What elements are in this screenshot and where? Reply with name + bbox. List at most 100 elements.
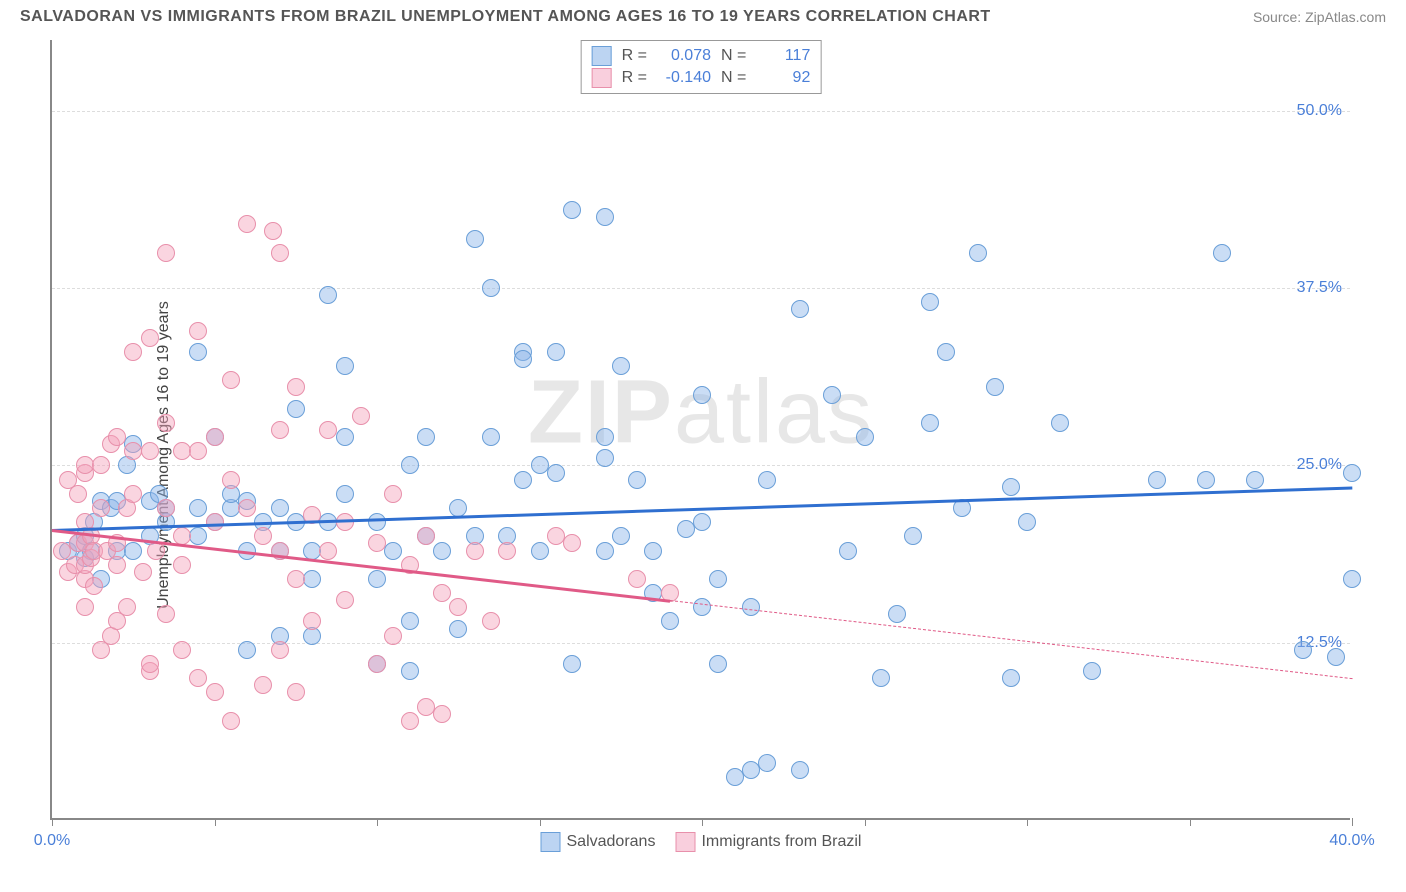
title-bar: SALVADORAN VS IMMIGRANTS FROM BRAZIL UNE… <box>0 0 1406 30</box>
scatter-point <box>466 230 484 248</box>
scatter-plot: ZIPatlas R = 0.078 N = 117 R = -0.140 N … <box>50 40 1350 820</box>
scatter-point <box>336 485 354 503</box>
scatter-point <box>449 499 467 517</box>
scatter-point <box>206 513 224 531</box>
scatter-point <box>791 761 809 779</box>
scatter-point <box>693 598 711 616</box>
scatter-point <box>124 485 142 503</box>
scatter-point <box>368 655 386 673</box>
scatter-point <box>173 641 191 659</box>
scatter-point <box>514 471 532 489</box>
x-tick <box>865 818 866 826</box>
scatter-point <box>547 464 565 482</box>
scatter-point <box>563 201 581 219</box>
bottom-legend: Salvadorans Immigrants from Brazil <box>541 832 862 852</box>
scatter-point <box>141 655 159 673</box>
scatter-point <box>709 570 727 588</box>
scatter-point <box>189 527 207 545</box>
gridline <box>52 288 1350 289</box>
scatter-point <box>118 598 136 616</box>
scatter-point <box>1294 641 1312 659</box>
scatter-point <box>433 584 451 602</box>
stats-swatch-1 <box>592 46 612 66</box>
scatter-point <box>758 471 776 489</box>
scatter-point <box>596 428 614 446</box>
scatter-point <box>124 343 142 361</box>
stats-row-1: R = 0.078 N = 117 <box>592 45 811 67</box>
scatter-point <box>482 612 500 630</box>
stats-row-2: R = -0.140 N = 92 <box>592 67 811 89</box>
scatter-point <box>303 570 321 588</box>
scatter-point <box>547 343 565 361</box>
scatter-point <box>433 542 451 560</box>
n-label-2: N = <box>721 69 746 87</box>
x-tick <box>215 818 216 826</box>
r-value-1: 0.078 <box>657 47 711 65</box>
legend-item-2: Immigrants from Brazil <box>675 832 861 852</box>
scatter-point <box>287 378 305 396</box>
scatter-point <box>134 563 152 581</box>
scatter-point <box>888 605 906 623</box>
scatter-point <box>85 577 103 595</box>
x-tick-label: 40.0% <box>1329 832 1374 850</box>
scatter-point <box>1197 471 1215 489</box>
scatter-point <box>287 570 305 588</box>
scatter-point <box>319 421 337 439</box>
scatter-point <box>271 421 289 439</box>
scatter-point <box>206 683 224 701</box>
gridline <box>52 465 1350 466</box>
scatter-point <box>141 442 159 460</box>
x-tick <box>702 818 703 826</box>
scatter-point <box>384 627 402 645</box>
scatter-point <box>482 279 500 297</box>
scatter-point <box>872 669 890 687</box>
scatter-point <box>108 556 126 574</box>
scatter-point <box>124 542 142 560</box>
legend-swatch-1 <box>541 832 561 852</box>
x-tick-label: 0.0% <box>34 832 70 850</box>
scatter-point <box>921 414 939 432</box>
scatter-point <box>352 407 370 425</box>
scatter-point <box>92 456 110 474</box>
scatter-point <box>482 428 500 446</box>
scatter-point <box>1213 244 1231 262</box>
scatter-point <box>563 534 581 552</box>
n-value-1: 117 <box>756 47 810 65</box>
scatter-point <box>287 683 305 701</box>
scatter-point <box>417 428 435 446</box>
scatter-point <box>449 598 467 616</box>
n-label: N = <box>721 47 746 65</box>
x-tick <box>52 818 53 826</box>
legend-swatch-2 <box>675 832 695 852</box>
scatter-point <box>254 527 272 545</box>
y-tick-label: 50.0% <box>1297 102 1342 120</box>
scatter-point <box>157 499 175 517</box>
scatter-point <box>157 244 175 262</box>
scatter-point <box>271 244 289 262</box>
scatter-point <box>336 428 354 446</box>
scatter-point <box>238 215 256 233</box>
scatter-point <box>368 513 386 531</box>
scatter-point <box>264 222 282 240</box>
stats-swatch-2 <box>592 68 612 88</box>
watermark-thin: atlas <box>674 363 874 463</box>
scatter-point <box>222 712 240 730</box>
x-tick <box>1027 818 1028 826</box>
scatter-point <box>823 386 841 404</box>
scatter-point <box>336 357 354 375</box>
scatter-point <box>238 641 256 659</box>
legend-label-2: Immigrants from Brazil <box>701 833 861 851</box>
scatter-point <box>401 712 419 730</box>
x-tick <box>1352 818 1353 826</box>
scatter-point <box>69 485 87 503</box>
scatter-point <box>287 400 305 418</box>
source-label: Source: ZipAtlas.com <box>1253 9 1386 25</box>
trend-line <box>669 600 1352 679</box>
scatter-point <box>758 754 776 772</box>
scatter-point <box>612 357 630 375</box>
scatter-point <box>839 542 857 560</box>
scatter-point <box>303 612 321 630</box>
x-tick <box>377 818 378 826</box>
legend-label-1: Salvadorans <box>567 833 656 851</box>
watermark-bold: ZIP <box>528 363 674 463</box>
